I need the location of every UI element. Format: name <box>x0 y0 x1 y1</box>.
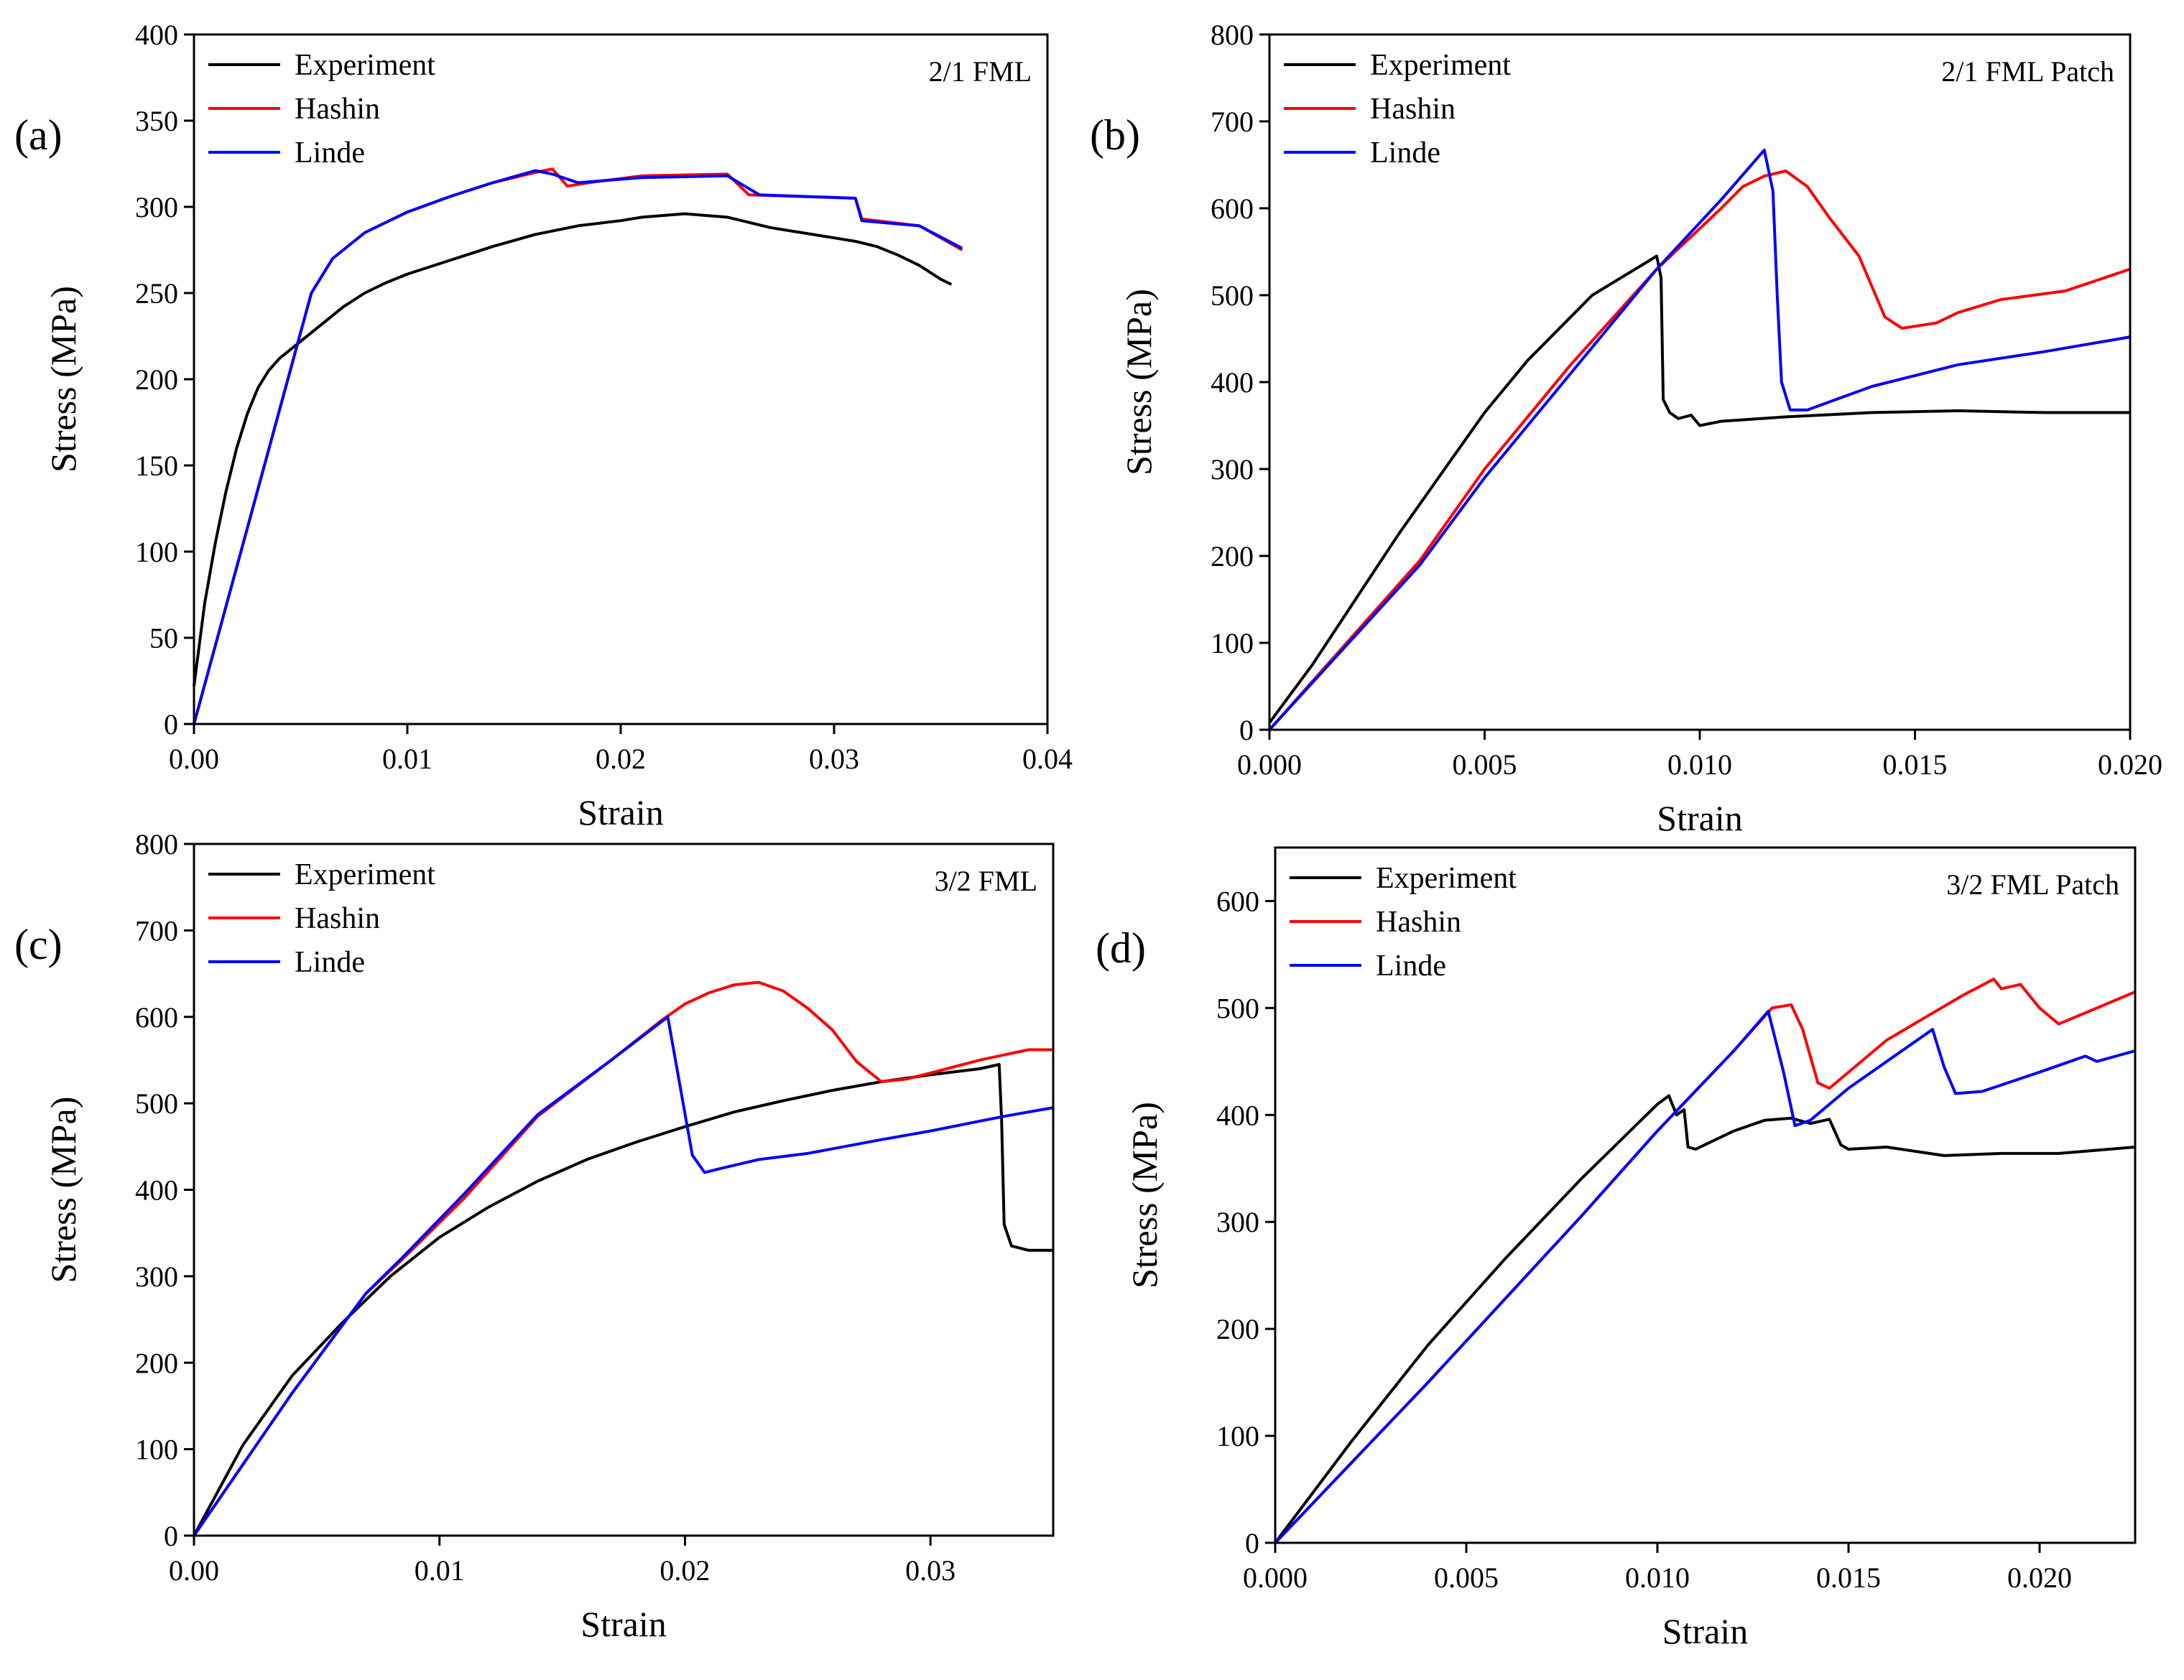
x-tick-label: 0.00 <box>169 1554 219 1587</box>
y-tick-label: 50 <box>149 622 178 654</box>
y-axis-label: Stress (MPa) <box>43 1097 83 1284</box>
y-tick-label: 300 <box>135 191 178 223</box>
legend-label-experiment: Experiment <box>295 49 435 82</box>
legend-label-hashin: Hashin <box>295 902 380 935</box>
series-line-hashin <box>1274 978 2136 1544</box>
x-tick-label: 0.000 <box>1243 1561 1308 1594</box>
chart-panel-4: 0.000 0.005 0.010 0.015 0.020 0 100 200 300 400 50… <box>1096 846 2137 1651</box>
plot-frame <box>1274 846 2137 1544</box>
series-line-linde <box>1274 1009 2136 1544</box>
y-tick-label: 0 <box>1239 714 1254 746</box>
y-tick-label: 200 <box>1216 1313 1259 1345</box>
y-tick-label: 400 <box>1216 1099 1259 1131</box>
y-tick-label: 800 <box>135 828 178 860</box>
x-tick-label: 0.01 <box>415 1554 465 1587</box>
legend-label-linde: Linde <box>1376 950 1446 983</box>
legend-label-linde: Linde <box>295 946 365 979</box>
legend-label-hashin: Hashin <box>295 93 380 126</box>
y-tick-label: 700 <box>1211 106 1254 138</box>
y-tick-label: 0 <box>164 708 178 741</box>
x-tick-label: 0.02 <box>596 743 646 775</box>
series-line-experiment <box>193 212 953 687</box>
legend-label-experiment: Experiment <box>1376 862 1517 895</box>
panel-letter: (a) <box>14 111 63 159</box>
y-tick-label: 150 <box>135 450 178 482</box>
y-tick-label: 400 <box>1211 366 1254 399</box>
panel-title: 2/1 FML Patch <box>1941 55 2114 88</box>
x-axis-label: Strain <box>580 1604 666 1644</box>
chart-panel-3: 0.00 0.01 0.02 0.03 0 100 200 300 400 500 600 700 80… <box>14 828 1055 1644</box>
legend-label-hashin: Hashin <box>1376 906 1461 939</box>
x-tick-label: 0.020 <box>2098 748 2162 781</box>
x-tick-label: 0.005 <box>1453 748 1517 781</box>
series-line-linde <box>193 169 963 725</box>
y-tick-label: 600 <box>135 1001 178 1034</box>
y-tick-label: 100 <box>1216 1420 1259 1452</box>
y-tick-label: 350 <box>135 105 178 137</box>
legend-label-linde: Linde <box>1370 136 1440 170</box>
x-axis-label: Strain <box>1662 1611 1748 1651</box>
chart-panel-1: 0.00 0.01 0.02 0.03 0.04 0 50 100 150 200 250 300 35… <box>14 19 1073 832</box>
x-axis-label: Strain <box>578 792 663 832</box>
y-axis-label: Stress (MPa) <box>1119 289 1159 475</box>
chart-panel-2: 0.000 0.005 0.010 0.015 0.020 0 100 200 300 400 50… <box>1090 19 2162 838</box>
series-line-experiment <box>1268 254 2130 724</box>
legend-label-experiment: Experiment <box>295 858 435 891</box>
series-line-hashin <box>1268 170 2131 731</box>
y-axis-label: Stress (MPa) <box>1124 1102 1165 1289</box>
y-tick-label: 500 <box>1216 992 1259 1024</box>
panel-letter: (d) <box>1096 924 1146 972</box>
x-tick-label: 0.03 <box>809 743 859 775</box>
x-tick-label: 0.010 <box>1667 748 1732 781</box>
y-tick-label: 600 <box>1211 192 1254 225</box>
x-tick-label: 0.015 <box>1816 1561 1881 1594</box>
y-tick-label: 100 <box>135 536 178 568</box>
series-line-experiment <box>193 1063 1053 1536</box>
y-tick-label: 400 <box>135 1174 178 1207</box>
y-tick-label: 300 <box>1216 1206 1259 1238</box>
series-line-experiment <box>1274 1094 2136 1544</box>
y-tick-label: 0 <box>1245 1527 1259 1559</box>
y-tick-label: 0 <box>164 1520 178 1552</box>
y-tick-label: 200 <box>1211 540 1254 572</box>
panel-letter: (b) <box>1090 111 1140 159</box>
y-tick-label: 300 <box>1211 453 1254 486</box>
series-line-hashin <box>193 167 963 725</box>
y-tick-label: 700 <box>135 914 178 947</box>
x-axis-label: Strain <box>1657 798 1742 838</box>
panel-letter: (c) <box>14 921 63 968</box>
y-tick-label: 200 <box>135 363 178 396</box>
x-tick-label: 0.015 <box>1883 748 1948 781</box>
legend-label-hashin: Hashin <box>1370 93 1456 126</box>
series-line-hashin <box>193 980 1053 1537</box>
legend-label-experiment: Experiment <box>1370 49 1511 82</box>
panel-title: 2/1 FML <box>929 55 1032 88</box>
y-tick-label: 300 <box>135 1261 178 1293</box>
x-tick-label: 0.020 <box>2007 1561 2072 1594</box>
x-tick-label: 0.010 <box>1625 1561 1690 1594</box>
y-tick-label: 100 <box>135 1434 178 1466</box>
y-tick-label: 800 <box>1211 19 1254 51</box>
y-tick-label: 600 <box>1216 885 1259 917</box>
y-tick-label: 500 <box>1211 279 1254 312</box>
y-tick-label: 250 <box>135 277 178 310</box>
series-line-linde <box>193 1015 1054 1537</box>
x-tick-label: 0.00 <box>169 743 219 775</box>
y-axis-label: Stress (MPa) <box>43 286 83 473</box>
panel-title: 3/2 FML Patch <box>1946 868 2119 901</box>
y-tick-label: 200 <box>135 1347 178 1379</box>
x-tick-label: 0.005 <box>1434 1561 1499 1594</box>
x-tick-label: 0.04 <box>1022 743 1073 775</box>
panel-title: 3/2 FML <box>935 865 1037 897</box>
x-tick-label: 0.000 <box>1237 748 1302 781</box>
y-tick-label: 400 <box>135 19 178 51</box>
x-tick-label: 0.03 <box>905 1554 956 1587</box>
legend-label-linde: Linde <box>295 136 365 170</box>
y-tick-label: 100 <box>1211 627 1254 659</box>
y-tick-label: 500 <box>135 1087 178 1120</box>
x-tick-label: 0.01 <box>382 743 432 775</box>
x-tick-label: 0.02 <box>660 1554 710 1587</box>
series-line-linde <box>1268 148 2131 731</box>
